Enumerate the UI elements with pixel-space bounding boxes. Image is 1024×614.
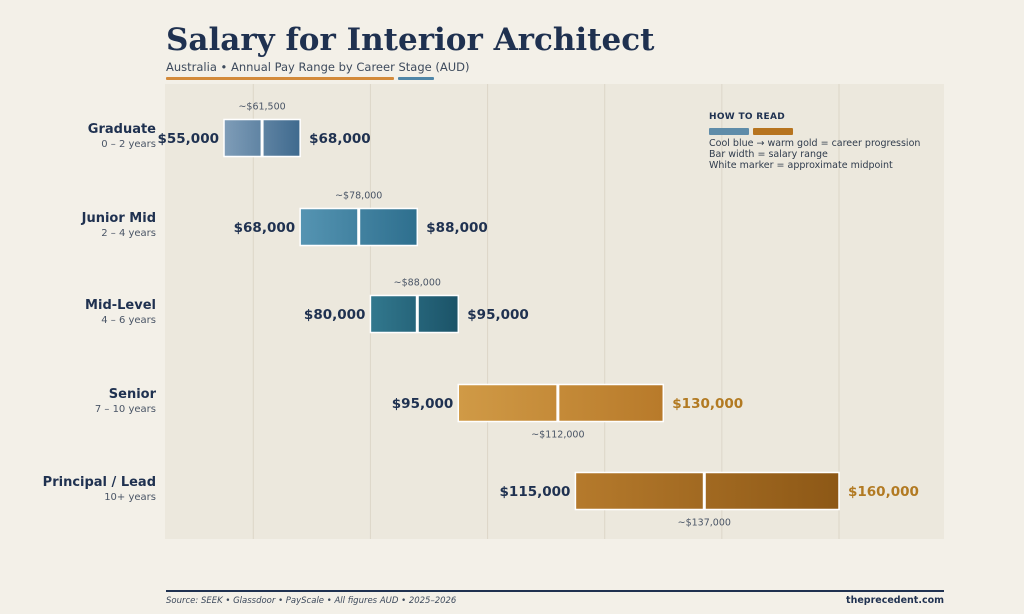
max-salary-label: $88,000 (426, 220, 488, 236)
salary-range-bar (457, 383, 665, 423)
midpoint-label: ~$137,000 (678, 518, 731, 529)
max-salary-label: $95,000 (467, 307, 529, 323)
category-label: Graduate (88, 122, 156, 137)
bars-layer: Graduate 0 – 2 years $55,000 $68,000 ~$61,50… (43, 102, 919, 529)
midpoint-label: ~$78,000 (335, 191, 382, 202)
category-years: 7 – 10 years (95, 404, 156, 415)
salary-range-bar (574, 471, 840, 511)
midpoint-label: ~$88,000 (394, 278, 441, 289)
legend: HOW TO READ Cool blue → warm gold = care… (700, 112, 936, 171)
min-salary-label: $55,000 (158, 131, 220, 147)
min-salary-label: $68,000 (234, 220, 296, 236)
category-years: 10+ years (104, 492, 156, 503)
min-salary-label: $95,000 (392, 396, 454, 412)
brand-link[interactable]: theprecedent.com (846, 595, 944, 606)
midpoint-marker (556, 384, 560, 422)
salary-range-bar (369, 294, 460, 334)
min-salary-label: $80,000 (304, 307, 366, 323)
chart-subtitle: Australia • Annual Pay Range by Career S… (166, 60, 470, 74)
midpoint-marker (415, 295, 419, 333)
category-label: Senior (109, 387, 157, 402)
max-salary-label: $160,000 (848, 484, 919, 500)
midpoint-label: ~$112,000 (531, 430, 584, 441)
category-label: Junior Mid (81, 211, 156, 226)
legend-swatch-gold (753, 128, 793, 135)
category-label: Principal / Lead (43, 475, 156, 490)
source-note: Source: SEEK • Glassdoor • PayScale • Al… (166, 596, 457, 606)
max-salary-label: $130,000 (672, 396, 743, 412)
midpoint-label: ~$61,500 (238, 102, 285, 113)
midpoint-marker (357, 208, 361, 246)
footer-rule (166, 590, 944, 592)
category-years: 0 – 2 years (101, 139, 156, 150)
category-years: 2 – 4 years (101, 228, 156, 239)
legend-title: HOW TO READ (709, 112, 785, 122)
legend-swatch-blue (709, 128, 749, 135)
legend-line-marker: White marker = approximate midpoint (709, 160, 893, 171)
midpoint-marker (260, 119, 264, 157)
legend-line-progression: Cool blue → warm gold = career progressi… (709, 138, 921, 149)
plot-area (165, 84, 944, 539)
chart-title: Salary for Interior Architect (166, 22, 655, 58)
min-salary-label: $115,000 (500, 484, 571, 500)
legend-line-width: Bar width = salary range (709, 149, 828, 160)
category-years: 4 – 6 years (101, 315, 156, 326)
salary-range-chart: Graduate 0 – 2 years $55,000 $68,000 ~$61,50… (43, 84, 944, 539)
midpoint-marker (702, 472, 706, 510)
max-salary-label: $68,000 (309, 131, 371, 147)
category-label: Mid-Level (85, 298, 156, 313)
title-rule-blue (398, 77, 434, 80)
title-rule-orange (166, 77, 394, 80)
